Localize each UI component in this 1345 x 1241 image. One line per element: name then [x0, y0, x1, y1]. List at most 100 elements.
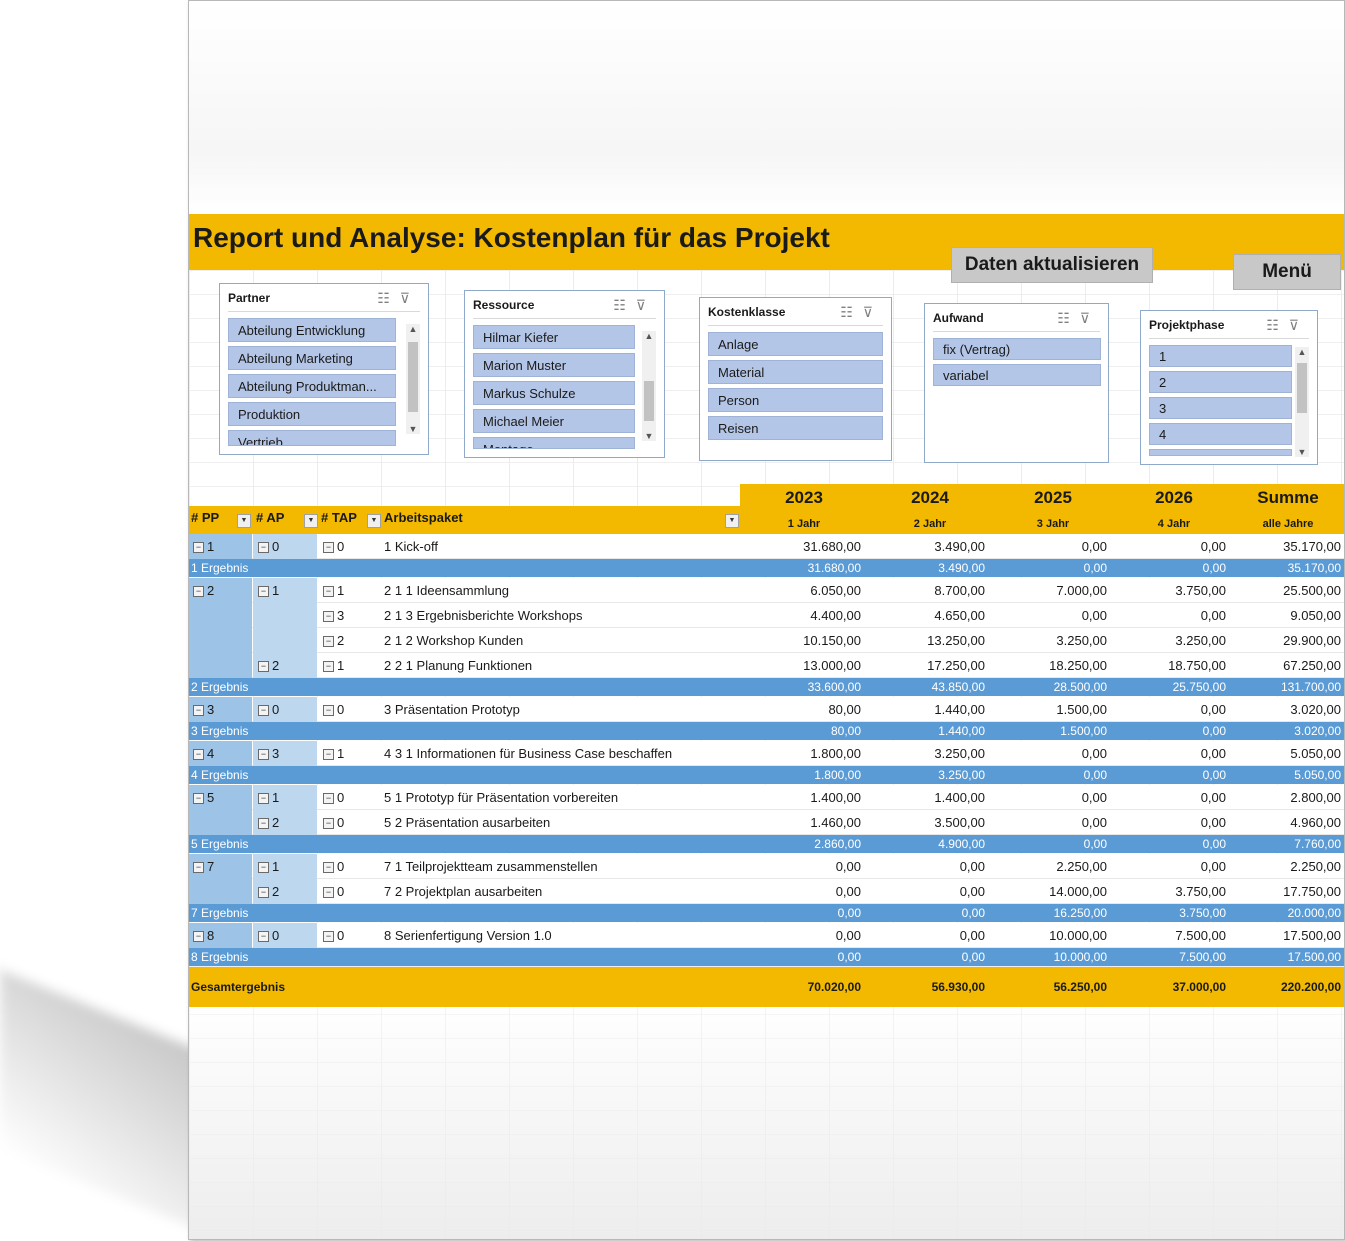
- collapse-icon[interactable]: −: [323, 611, 334, 623]
- slicer-item[interactable]: Anlage: [708, 332, 883, 356]
- pp-cell: [189, 628, 252, 653]
- slicer-scrollbar[interactable]: ▲ ▼: [406, 324, 420, 434]
- col-header-tap: # TAP: [321, 510, 357, 525]
- collapse-icon[interactable]: −: [258, 705, 269, 717]
- pp-cell: −7: [189, 854, 252, 879]
- tap-value: 1: [337, 583, 345, 598]
- slicer-item[interactable]: Hilmar Kiefer: [473, 325, 635, 349]
- collapse-icon[interactable]: −: [193, 586, 204, 598]
- collapse-icon[interactable]: −: [323, 661, 334, 673]
- slicer-item[interactable]: 1: [1149, 345, 1292, 367]
- slicer-item[interactable]: 3: [1149, 397, 1292, 419]
- collapse-icon[interactable]: −: [193, 931, 204, 943]
- slicer-item[interactable]: fix (Vertrag): [933, 338, 1101, 360]
- collapse-icon[interactable]: −: [193, 705, 204, 717]
- collapse-icon[interactable]: −: [323, 818, 334, 830]
- collapse-icon[interactable]: −: [323, 931, 334, 943]
- tap-filter-dropdown[interactable]: ▼: [367, 514, 381, 528]
- collapse-icon[interactable]: −: [323, 862, 334, 874]
- slicer-item[interactable]: Markus Schulze: [473, 381, 635, 405]
- slicer-item[interactable]: Marion Muster: [473, 353, 635, 377]
- scroll-down-icon[interactable]: ▼: [1297, 447, 1307, 457]
- collapse-icon[interactable]: −: [258, 793, 269, 805]
- multi-select-icon[interactable]: ☷: [1266, 317, 1289, 333]
- ap-cell: −0: [253, 923, 317, 948]
- value-cell: 18.250,00: [1049, 658, 1107, 673]
- pp-value: 1: [207, 539, 215, 554]
- slicer-item[interactable]: Abteilung Entwicklung: [228, 318, 396, 342]
- arbeitspaket-cell: 7 1 Teilprojektteam zusammenstellen: [384, 859, 598, 874]
- collapse-icon[interactable]: −: [258, 887, 269, 899]
- collapse-icon[interactable]: −: [193, 862, 204, 874]
- pp-cell: [189, 879, 252, 904]
- scroll-up-icon[interactable]: ▲: [644, 331, 654, 341]
- collapse-icon[interactable]: −: [258, 661, 269, 673]
- tap-cell: −1: [319, 653, 381, 678]
- scroll-thumb[interactable]: [1297, 363, 1307, 413]
- slicer-item[interactable]: Abteilung Produktman...: [228, 374, 396, 398]
- tap-cell: −2: [319, 628, 381, 653]
- table-row: −7−1−0 7 1 Teilprojektteam zusammenstelle…: [189, 854, 1344, 879]
- collapse-icon[interactable]: −: [323, 586, 334, 598]
- collapse-icon[interactable]: −: [323, 887, 334, 899]
- slicer-scrollbar[interactable]: ▲ ▼: [1295, 347, 1309, 457]
- clear-filter-icon[interactable]: ⊽: [399, 290, 420, 306]
- collapse-icon[interactable]: −: [323, 705, 334, 717]
- slicer-item[interactable]: Montage: [473, 437, 635, 449]
- collapse-icon[interactable]: −: [323, 542, 334, 554]
- slicer-item[interactable]: Material: [708, 360, 883, 384]
- collapse-icon[interactable]: −: [258, 542, 269, 554]
- scroll-down-icon[interactable]: ▼: [408, 424, 418, 434]
- arbeitspaket-filter-dropdown[interactable]: ▼: [725, 514, 739, 528]
- slicer-title: Projektphase: [1149, 318, 1225, 332]
- value-cell: 56.250,00: [1053, 980, 1107, 994]
- scroll-up-icon[interactable]: ▲: [1297, 347, 1307, 357]
- slicer-toolbar: ☷⊽: [377, 290, 420, 307]
- collapse-icon[interactable]: −: [258, 749, 269, 761]
- slicer-item[interactable]: 2: [1149, 371, 1292, 393]
- slicer-scrollbar[interactable]: ▲ ▼: [642, 331, 656, 441]
- slicer-item[interactable]: 4: [1149, 423, 1292, 445]
- slicer-item[interactable]: Michael Meier: [473, 409, 635, 433]
- slicer-item[interactable]: Vertrieb: [228, 430, 396, 446]
- multi-select-icon[interactable]: ☷: [840, 304, 863, 320]
- collapse-icon[interactable]: −: [193, 749, 204, 761]
- scroll-down-icon[interactable]: ▼: [644, 431, 654, 441]
- ap-cell: [253, 603, 317, 628]
- clear-filter-icon[interactable]: ⊽: [862, 304, 883, 320]
- collapse-icon[interactable]: −: [258, 862, 269, 874]
- multi-select-icon[interactable]: ☷: [613, 297, 636, 313]
- slicer-item[interactable]: 5: [1149, 449, 1292, 456]
- collapse-icon[interactable]: −: [323, 749, 334, 761]
- value-cell: 1.460,00: [810, 815, 861, 830]
- collapse-icon[interactable]: −: [258, 586, 269, 598]
- multi-select-icon[interactable]: ☷: [377, 290, 400, 306]
- slicer-item[interactable]: Abteilung Marketing: [228, 346, 396, 370]
- tap-cell: −1: [319, 578, 381, 603]
- slicer-item[interactable]: Reisen: [708, 416, 883, 440]
- clear-filter-icon[interactable]: ⊽: [1079, 310, 1100, 326]
- collapse-icon[interactable]: −: [258, 931, 269, 943]
- collapse-icon[interactable]: −: [193, 542, 204, 554]
- refresh-data-button[interactable]: Daten aktualisieren: [951, 247, 1153, 283]
- value-cell: 0,00: [1200, 746, 1226, 761]
- menu-button[interactable]: Menü: [1233, 254, 1341, 290]
- multi-select-icon[interactable]: ☷: [1057, 310, 1080, 326]
- scroll-thumb[interactable]: [644, 381, 654, 421]
- collapse-icon[interactable]: −: [258, 818, 269, 830]
- ap-value: 1: [272, 583, 280, 598]
- clear-filter-icon[interactable]: ⊽: [635, 297, 656, 313]
- col-header-arbeitspaket: Arbeitspaket: [384, 510, 463, 525]
- slicer-item[interactable]: Person: [708, 388, 883, 412]
- clear-filter-icon[interactable]: ⊽: [1288, 317, 1309, 333]
- scroll-thumb[interactable]: [408, 342, 418, 412]
- subtotal-label: 7 Ergebnis: [191, 906, 249, 920]
- slicer-item[interactable]: variabel: [933, 364, 1101, 386]
- collapse-icon[interactable]: −: [323, 793, 334, 805]
- collapse-icon[interactable]: −: [193, 793, 204, 805]
- slicer-item[interactable]: Produktion: [228, 402, 396, 426]
- pp-filter-dropdown[interactable]: ▼: [237, 514, 251, 528]
- collapse-icon[interactable]: −: [323, 636, 334, 648]
- scroll-up-icon[interactable]: ▲: [408, 324, 418, 334]
- ap-filter-dropdown[interactable]: ▼: [304, 514, 318, 528]
